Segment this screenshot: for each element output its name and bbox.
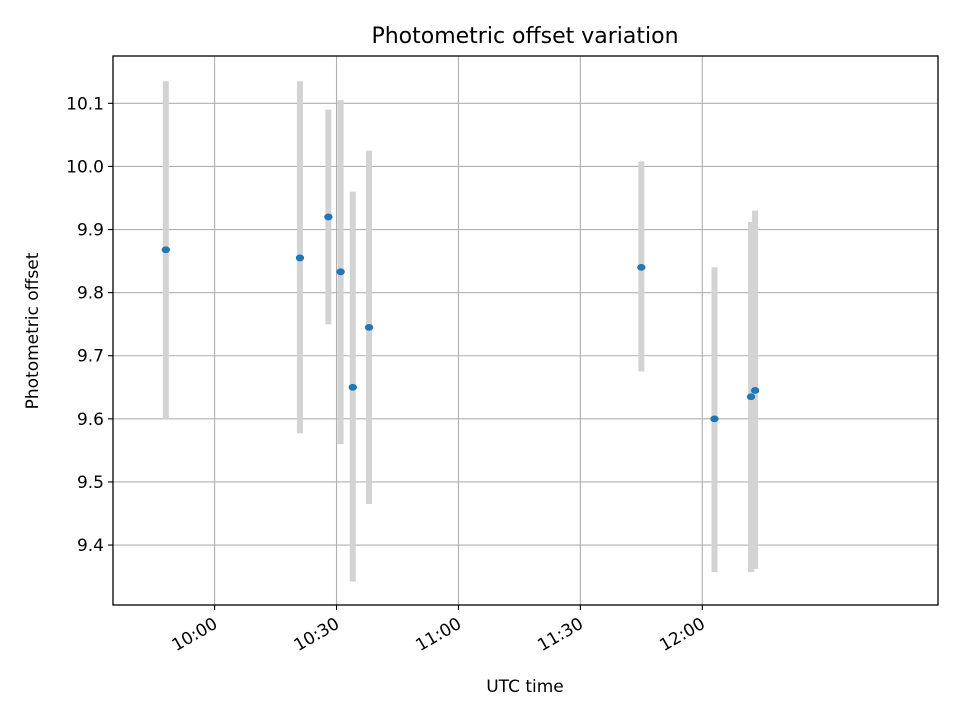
data-point — [637, 263, 646, 271]
y-tick-label: 9.5 — [77, 473, 104, 493]
x-axis-label: UTC time — [486, 677, 564, 697]
y-tick-label: 9.4 — [77, 536, 104, 556]
data-point — [324, 213, 333, 221]
data-point — [336, 268, 345, 276]
y-tick-label: 9.8 — [77, 284, 104, 304]
data-point — [364, 323, 374, 331]
y-axis-label: Photometric offset — [23, 252, 43, 409]
chart-title: Photometric offset variation — [371, 24, 678, 49]
data-point — [710, 415, 719, 423]
plot-frame — [112, 55, 939, 606]
data-point-layer — [161, 213, 760, 423]
data-point — [746, 393, 756, 401]
grid-layer — [113, 56, 938, 605]
y-tick-label: 10.1 — [66, 94, 104, 114]
y-tick-label: 9.7 — [77, 347, 104, 367]
y-tick-label: 10.0 — [66, 157, 104, 177]
y-tick-layer: 9.4 9.5 9.6 9.7 9.8 9.9 10.0 10.1 — [66, 94, 113, 556]
y-tick-label: 9.6 — [77, 410, 104, 430]
data-point — [161, 246, 171, 254]
data-point — [750, 387, 760, 394]
data-point — [295, 254, 305, 262]
data-point — [348, 383, 357, 391]
y-tick-label: 9.9 — [77, 221, 104, 241]
